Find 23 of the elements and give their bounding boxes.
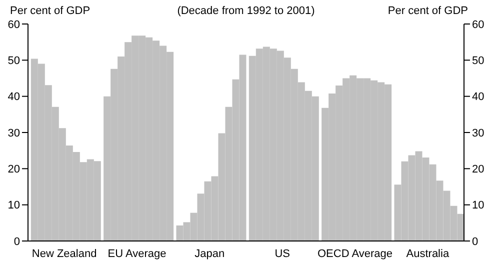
x-tick-label: New Zealand xyxy=(32,248,97,260)
x-tick-label: Japan xyxy=(194,248,225,260)
y-tick-label: 0 xyxy=(14,236,20,248)
y-tick-label: 40 xyxy=(8,91,20,104)
y2-tick-label: 10 xyxy=(472,200,484,212)
y2-tick-label: 50 xyxy=(472,55,484,68)
x-tick-label: Australia xyxy=(406,248,450,260)
y2-tick-label: 60 xyxy=(472,18,484,31)
y2-tick-label: 0 xyxy=(472,236,478,248)
x-tick-label: EU Average xyxy=(108,248,166,260)
y-tick-label: 20 xyxy=(8,164,20,176)
y2-tick-label: 20 xyxy=(472,164,484,176)
y2-tick-label: 30 xyxy=(472,127,484,140)
chart-title: (Decade from 1992 to 2001) xyxy=(177,5,315,17)
y-tick-label: 10 xyxy=(8,200,20,212)
x-tick-label: US xyxy=(274,248,290,260)
y2-axis-title: Per cent of GDP xyxy=(388,5,468,17)
y-tick-label: 60 xyxy=(8,18,20,31)
y-axis-title: Per cent of GDP xyxy=(10,5,90,17)
y2-tick-label: 40 xyxy=(472,91,484,104)
y-tick-label: 50 xyxy=(8,55,20,68)
y-tick-label: 30 xyxy=(8,127,20,140)
x-tick-label: OECD Average xyxy=(317,248,393,260)
